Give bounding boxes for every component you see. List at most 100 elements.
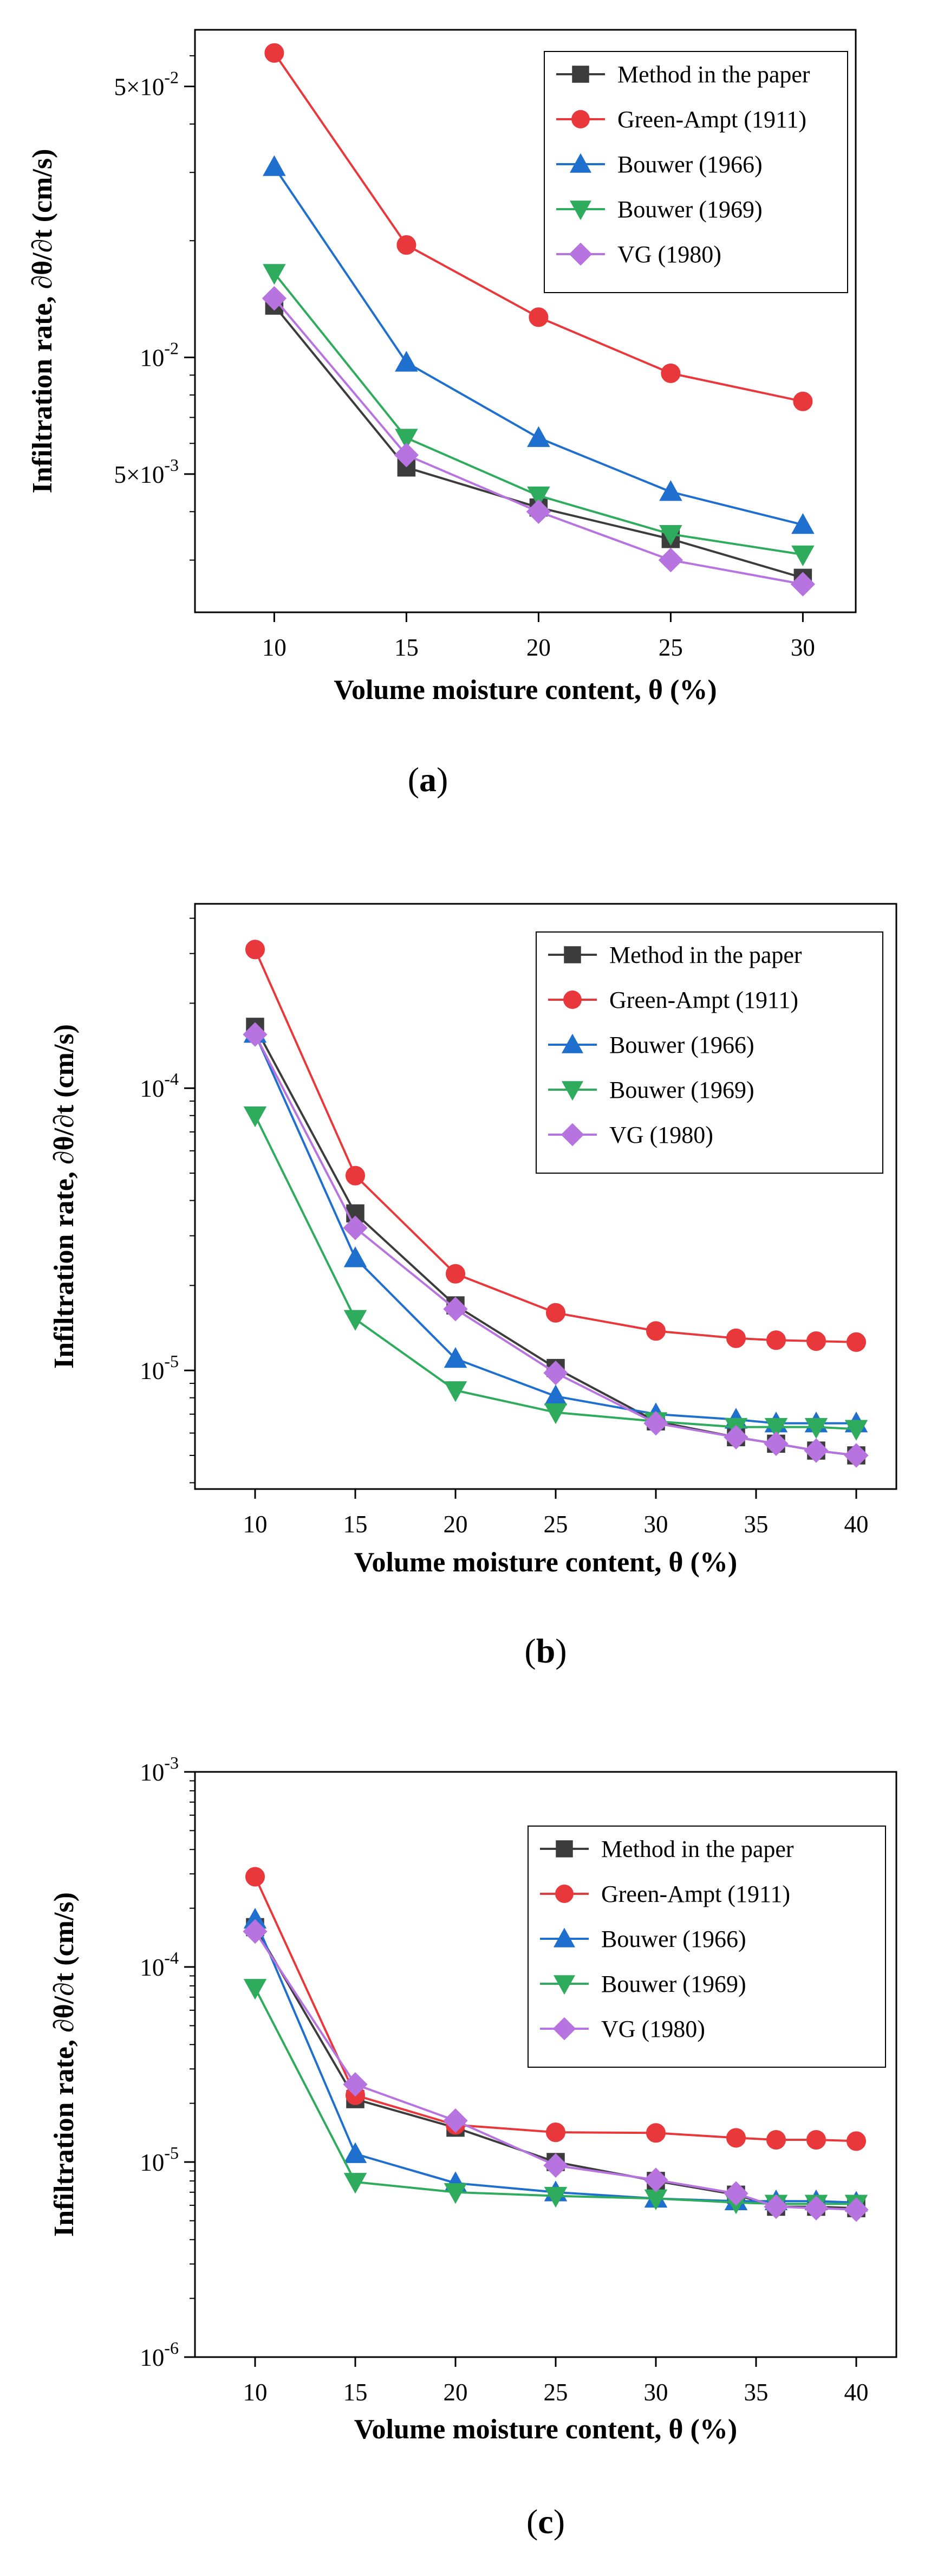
data-point xyxy=(658,547,683,573)
x-tick-label: 30 xyxy=(644,1511,668,1538)
x-tick-label: 30 xyxy=(791,634,815,661)
legend-label: Method in the paper xyxy=(601,1836,794,1862)
x-tick-label: 25 xyxy=(544,2379,568,2406)
y-tick-mantissa: 10 xyxy=(140,1075,164,1102)
data-point xyxy=(346,1204,364,1223)
x-axis-label: Volume moisture content, θ (%) xyxy=(334,675,717,706)
panel-label-letter: b xyxy=(536,1632,556,1670)
legend-label: Green-Ampt (1911) xyxy=(601,1881,790,1907)
data-point xyxy=(343,2142,367,2163)
series-bouwer-1969 xyxy=(263,264,815,566)
legend-marker xyxy=(569,200,592,221)
data-point xyxy=(804,2196,829,2221)
data-point xyxy=(526,499,551,524)
chart-panel-a: 10 15 20 25 305×10-310-25×10-2 Method in the … xyxy=(27,29,857,799)
panel-label-letter: c xyxy=(538,2502,553,2541)
y-tick-exponent: -4 xyxy=(164,1948,179,1967)
y-tick-mantissa: 5×10 xyxy=(114,74,164,101)
legend-marker xyxy=(569,242,593,266)
data-point xyxy=(844,1420,868,1441)
legend-box xyxy=(536,931,883,1174)
panel-label-open: ( xyxy=(526,2502,538,2541)
data-point xyxy=(243,1106,267,1128)
x-tick-label: 25 xyxy=(544,1511,568,1538)
y-tick-mantissa: 10 xyxy=(140,2344,164,2371)
data-point xyxy=(844,1443,869,1468)
panel-label-close: ) xyxy=(437,760,448,799)
legend-label: Method in the paper xyxy=(609,942,802,968)
legend-marker xyxy=(556,1840,573,1857)
data-point xyxy=(343,2173,367,2194)
data-point xyxy=(343,1215,368,1240)
data-point xyxy=(844,2197,869,2222)
data-point xyxy=(262,286,287,311)
data-point xyxy=(726,1328,746,1348)
x-tick-label: 15 xyxy=(394,634,419,661)
x-axis-label: Volume moisture content, θ (%) xyxy=(354,1547,737,1578)
data-point xyxy=(395,351,418,372)
data-point xyxy=(245,1867,265,1887)
data-point xyxy=(764,2194,789,2219)
legend-item: Bouwer (1969) xyxy=(556,196,763,223)
y-tick-label: 5×10-3 xyxy=(114,455,179,488)
data-point xyxy=(806,1331,826,1351)
legend-item: Bouwer (1969) xyxy=(540,1971,746,1997)
panel-label: (a) xyxy=(408,760,448,799)
panel-label-close: ) xyxy=(554,2502,565,2541)
legend-box xyxy=(528,1826,886,2068)
data-point xyxy=(343,1310,367,1331)
data-point xyxy=(264,43,284,63)
data-point xyxy=(804,1438,829,1463)
data-point xyxy=(791,513,815,534)
data-point xyxy=(529,307,549,327)
y-tick-exponent: -4 xyxy=(164,1069,179,1089)
legend-label: Green-Ampt (1911) xyxy=(609,987,798,1013)
series-bouwer-1966 xyxy=(263,155,815,534)
data-point xyxy=(766,2130,786,2150)
legend-item: Bouwer (1969) xyxy=(548,1077,754,1103)
legend-marker xyxy=(561,1033,584,1053)
y-tick-exponent: -3 xyxy=(164,455,179,475)
legend-label: Bouwer (1966) xyxy=(617,151,763,178)
x-tick-label: 35 xyxy=(744,2379,769,2406)
x-tick-label: 40 xyxy=(844,2379,869,2406)
data-point xyxy=(263,264,286,285)
legend-marker xyxy=(563,991,582,1009)
legend-label: Green-Ampt (1911) xyxy=(617,106,806,133)
data-point xyxy=(806,2130,826,2150)
x-tick-label: 15 xyxy=(343,2379,368,2406)
data-point xyxy=(444,1347,467,1368)
y-tick-label: 10-2 xyxy=(140,339,179,372)
y-tick-label: 10-3 xyxy=(140,1753,179,1786)
data-point xyxy=(724,2181,748,2206)
series-vg-1980 xyxy=(243,1022,869,1468)
y-tick-exponent: -3 xyxy=(164,1753,179,1772)
data-point xyxy=(544,1403,568,1425)
panel-label-close: ) xyxy=(555,1632,567,1670)
y-axis-label: Infiltration rate, ∂θ/∂t (cm/s) xyxy=(27,149,58,494)
y-tick-label: 10-4 xyxy=(140,1069,179,1102)
legend-marker xyxy=(569,153,592,173)
legend-label: Bouwer (1966) xyxy=(609,1032,754,1058)
legend-item: Method in the paper xyxy=(556,61,810,88)
y-tick-mantissa: 10 xyxy=(140,1954,164,1981)
legend-item: Method in the paper xyxy=(548,942,802,968)
x-tick-label: 20 xyxy=(526,634,551,661)
legend-marker xyxy=(571,110,590,128)
data-point xyxy=(846,2131,867,2151)
legend: Method in the paper Green-Ampt (1911) Bouw… xyxy=(544,51,848,293)
x-tick-label: 20 xyxy=(444,2379,468,2406)
panel-label-open: ( xyxy=(524,1632,536,1670)
legend-marker xyxy=(572,66,589,83)
data-point xyxy=(543,1361,568,1386)
legend-label: VG (1980) xyxy=(617,241,721,268)
y-tick-exponent: -6 xyxy=(164,2338,179,2358)
legend-marker xyxy=(553,1975,576,1995)
data-point xyxy=(527,426,550,447)
plot-frame xyxy=(194,29,857,613)
legend: Method in the paper Green-Ampt (1911) Bouw… xyxy=(528,1826,886,2068)
y-tick-exponent: -5 xyxy=(164,1351,179,1371)
